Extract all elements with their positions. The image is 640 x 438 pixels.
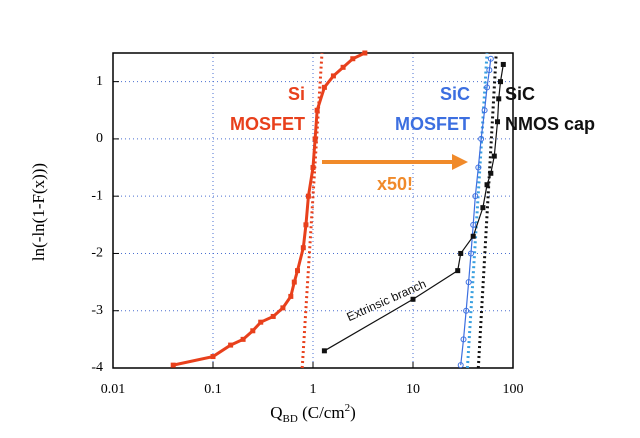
- marker: [170, 362, 176, 368]
- marker: [305, 193, 311, 199]
- marker: [303, 222, 309, 228]
- marker: [314, 107, 320, 113]
- series-line: [172, 51, 366, 367]
- marker: [486, 67, 493, 74]
- marker: [500, 61, 506, 67]
- marker: [458, 250, 464, 256]
- marker: [484, 182, 490, 188]
- series-label: MOSFET: [230, 114, 305, 134]
- marker: [495, 119, 501, 125]
- series-label: SiC: [505, 84, 535, 104]
- x-tick-label: 0.01: [101, 382, 126, 397]
- marker: [258, 319, 264, 325]
- marker: [488, 170, 494, 176]
- y-tick-label: 1: [96, 74, 103, 89]
- x-label-sub: BD: [283, 413, 298, 425]
- marker: [475, 164, 482, 171]
- marker: [465, 279, 472, 286]
- marker: [321, 348, 327, 354]
- arrow-head: [452, 154, 468, 170]
- marker: [463, 307, 470, 314]
- marker: [457, 362, 464, 369]
- marker: [491, 153, 497, 159]
- marker: [210, 354, 216, 360]
- series-label: SiC: [440, 84, 470, 104]
- annotation: x50!: [377, 174, 413, 194]
- marker: [270, 313, 276, 319]
- y-tick-label: -2: [91, 246, 103, 261]
- y-tick-label: -3: [91, 303, 103, 318]
- x-label-sup: 2: [345, 402, 351, 414]
- marker: [460, 336, 467, 343]
- marker: [470, 221, 477, 228]
- marker: [288, 293, 294, 299]
- marker: [295, 268, 301, 274]
- marker: [467, 250, 474, 257]
- x-tick-label: 10: [406, 382, 420, 397]
- marker: [498, 79, 504, 85]
- marker: [470, 233, 476, 239]
- y-tick-label: -1: [91, 188, 103, 203]
- marker: [350, 56, 356, 62]
- x-label-unit: (C/cm: [298, 403, 345, 422]
- marker: [481, 107, 488, 114]
- marker: [280, 305, 286, 311]
- x-tick-label: 1: [310, 382, 317, 397]
- marker: [310, 165, 316, 171]
- x-axis-label: QBD (C/cm2): [270, 402, 355, 425]
- marker: [321, 84, 327, 90]
- y-tick-label: -4: [91, 360, 103, 375]
- x-label-close: ): [350, 403, 356, 422]
- marker: [240, 336, 246, 342]
- series-label: MOSFET: [395, 114, 470, 134]
- marker: [480, 205, 486, 211]
- marker: [340, 64, 346, 70]
- series-line: [460, 58, 492, 366]
- x-tick-label: 100: [503, 382, 524, 397]
- marker: [228, 342, 234, 348]
- marker: [410, 296, 416, 302]
- marker: [300, 245, 306, 251]
- marker: [362, 50, 368, 56]
- series-label: NMOS cap: [505, 114, 595, 134]
- marker: [291, 279, 297, 285]
- x-label-main: Q: [270, 403, 282, 422]
- marker: [496, 96, 502, 102]
- marker: [250, 328, 256, 334]
- marker: [484, 84, 491, 91]
- marker: [312, 136, 318, 142]
- y-axis-label: ln(-ln(1-F(x))): [29, 163, 48, 261]
- marker: [472, 193, 479, 200]
- marker: [455, 268, 461, 274]
- marker: [487, 55, 494, 62]
- series-label: Si: [288, 84, 305, 104]
- x-tick-label: 0.1: [204, 382, 222, 397]
- marker: [478, 135, 485, 142]
- y-tick-label: 0: [96, 131, 103, 146]
- marker: [330, 73, 336, 79]
- plot-frame: [112, 52, 514, 369]
